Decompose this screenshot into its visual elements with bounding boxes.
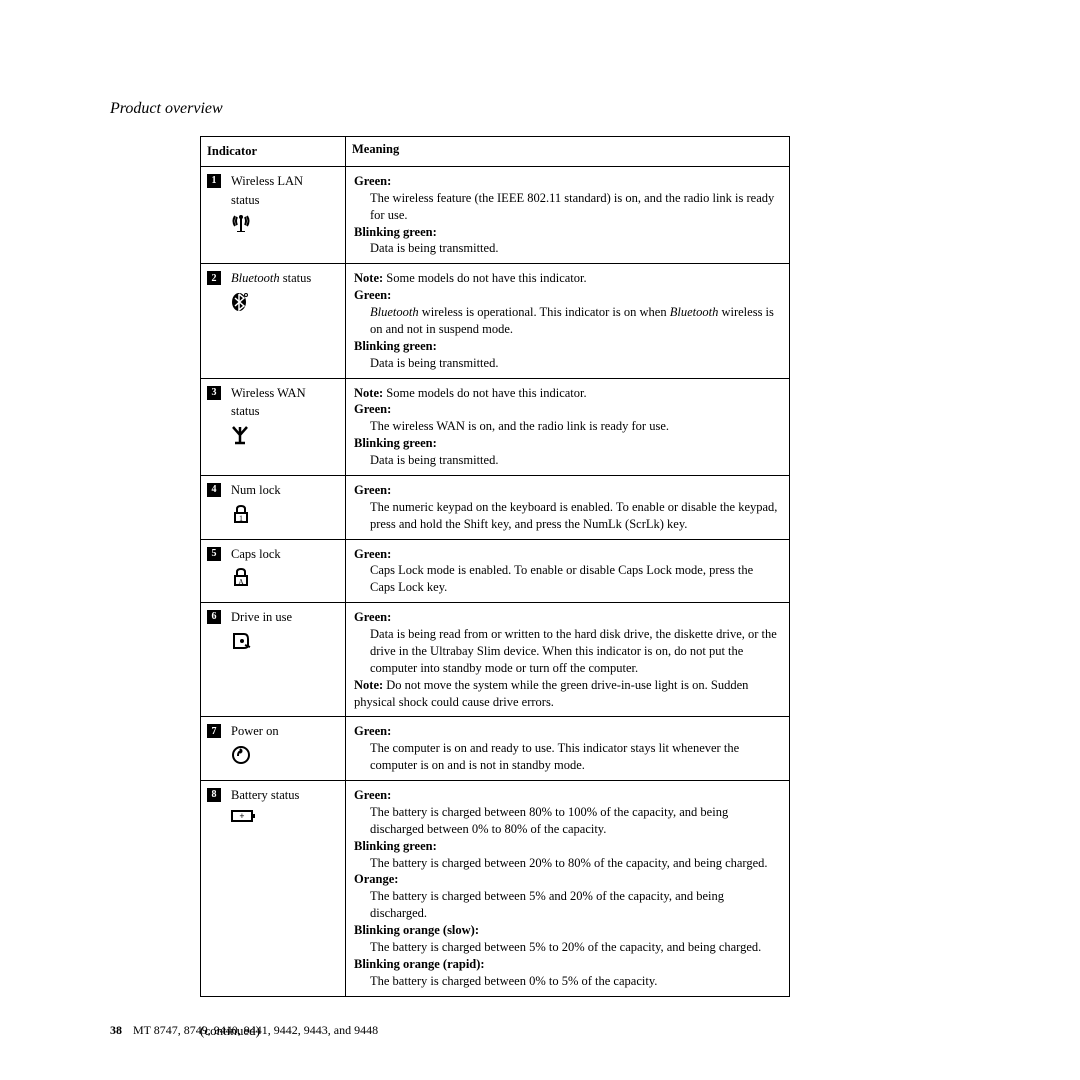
meaning-cell: Green:Data is being read from or written… — [346, 603, 790, 717]
meaning-cell: Green:The battery is charged between 80%… — [346, 781, 790, 997]
meaning-cell: Note: Some models do not have this indic… — [346, 264, 790, 378]
indicator-cell: 5 Caps lock A — [201, 539, 346, 603]
meaning-term: Blinking green: — [354, 838, 781, 855]
row-number-badge: 6 — [207, 610, 221, 624]
meaning-term: Blinking orange (slow): — [354, 922, 781, 939]
row-number-badge: 7 — [207, 724, 221, 738]
note-line: Note: Some models do not have this indic… — [354, 385, 781, 402]
meaning-term: Blinking green: — [354, 338, 781, 355]
meaning-term: Green: — [354, 401, 781, 418]
meaning-desc: The battery is charged between 80% to 10… — [370, 804, 781, 838]
table-row: 3 Wireless WANstatus Note: Some models do … — [201, 378, 790, 475]
meaning-term: Green: — [354, 723, 781, 740]
meaning-desc: The wireless WAN is on, and the radio li… — [370, 418, 781, 435]
meaning-cell: Note: Some models do not have this indic… — [346, 378, 790, 475]
meaning-desc: The battery is charged between 20% to 80… — [370, 855, 781, 872]
table-row: 7 Power on Green:The computer is on and re… — [201, 717, 790, 781]
indicator-cell: 1 Wireless LAN status — [201, 166, 346, 263]
meaning-term: Blinking orange (rapid): — [354, 956, 781, 973]
power-icon — [231, 745, 279, 770]
meaning-desc: Caps Lock mode is enabled. To enable or … — [370, 562, 781, 596]
indicator-label: Caps lock — [231, 546, 281, 563]
battery-icon: + — [231, 809, 299, 828]
th-meaning: Meaning — [346, 137, 790, 167]
indicator-table: Indicator Meaning 1 Wireless LAN status Gre… — [200, 136, 790, 997]
wlan-icon — [231, 214, 303, 237]
bluetooth-icon — [231, 292, 311, 317]
row-number-badge: 8 — [207, 788, 221, 802]
table-row: 8Battery status+Green:The battery is cha… — [201, 781, 790, 997]
meaning-desc: The computer is on and ready to use. Thi… — [370, 740, 781, 774]
meaning-desc: The battery is charged between 0% to 5% … — [370, 973, 781, 990]
indicator-label: Battery status — [231, 787, 299, 804]
section-title: Product overview — [110, 100, 920, 118]
indicator-cell: 8 Battery status + — [201, 781, 346, 997]
indicator-cell: 2 Bluetooth status — [201, 264, 346, 378]
indicator-label: Wireless WAN — [231, 385, 306, 402]
meaning-term: Green: — [354, 609, 781, 626]
svg-text:+: + — [239, 811, 244, 821]
meaning-desc: Data is being transmitted. — [370, 240, 781, 257]
wwan-icon — [231, 425, 306, 450]
meaning-cell: Green:The numeric keypad on the keyboard… — [346, 475, 790, 539]
footer-text: MT 8747, 8749, 9440, 9441, 9442, 9443, a… — [133, 1023, 378, 1037]
meaning-term: Green: — [354, 173, 781, 190]
capslock-icon: A — [231, 567, 281, 592]
table-row: 6 Drive in use Green:Data is being read fr… — [201, 603, 790, 717]
row-number-badge: 1 — [207, 174, 221, 188]
meaning-desc: Data is being read from or written to th… — [370, 626, 781, 677]
meaning-cell: Green:Caps Lock mode is enabled. To enab… — [346, 539, 790, 603]
svg-text:1: 1 — [239, 514, 243, 523]
row-number-badge: 5 — [207, 547, 221, 561]
note-line: Note: Some models do not have this indic… — [354, 270, 781, 287]
table-row: 2 Bluetooth status Note: Some models do no… — [201, 264, 790, 378]
meaning-desc: The battery is charged between 5% and 20… — [370, 888, 781, 922]
svg-text:A: A — [238, 578, 243, 586]
th-indicator: Indicator — [201, 137, 346, 167]
indicator-label: Num lock — [231, 482, 281, 499]
meaning-desc: Data is being transmitted. — [370, 452, 781, 469]
table-row: 1 Wireless LAN status Green:The wireless fe… — [201, 166, 790, 263]
meaning-desc: Bluetooth wireless is operational. This … — [370, 304, 781, 338]
table-row: 5 Caps lock A Green:Caps Lock mode is enabl… — [201, 539, 790, 603]
indicator-cell: 6 Drive in use — [201, 603, 346, 717]
meaning-cell: Green:The wireless feature (the IEEE 802… — [346, 166, 790, 263]
meaning-cell: Green:The computer is on and ready to us… — [346, 717, 790, 781]
indicator-label-2: status — [231, 192, 303, 209]
meaning-desc: The wireless feature (the IEEE 802.11 st… — [370, 190, 781, 224]
meaning-term: Blinking green: — [354, 224, 781, 241]
numlock-icon: 1 — [231, 504, 281, 529]
indicator-label: Drive in use — [231, 609, 292, 626]
meaning-term: Green: — [354, 287, 781, 304]
page-number: 38 — [110, 1023, 122, 1037]
indicator-label: Power on — [231, 723, 279, 740]
row-number-badge: 3 — [207, 386, 221, 400]
meaning-desc: Data is being transmitted. — [370, 355, 781, 372]
table-row: 4 Num lock 1 Green:The numeric keypad on th… — [201, 475, 790, 539]
indicator-cell: 7 Power on — [201, 717, 346, 781]
indicator-label: Wireless LAN — [231, 173, 303, 190]
meaning-desc: The numeric keypad on the keyboard is en… — [370, 499, 781, 533]
meaning-desc: The battery is charged between 5% to 20%… — [370, 939, 781, 956]
note-after: Note: Do not move the system while the g… — [354, 677, 781, 711]
row-number-badge: 4 — [207, 483, 221, 497]
meaning-term: Green: — [354, 546, 781, 563]
indicator-cell: 4 Num lock 1 — [201, 475, 346, 539]
indicator-label-after: status — [280, 271, 312, 285]
indicator-cell: 3 Wireless WANstatus — [201, 378, 346, 475]
indicator-label-italic: Bluetooth — [231, 271, 280, 285]
row-number-badge: 2 — [207, 271, 221, 285]
meaning-term: Green: — [354, 787, 781, 804]
indicator-label-2: status — [231, 403, 306, 420]
meaning-term: Orange: — [354, 871, 781, 888]
meaning-term: Green: — [354, 482, 781, 499]
meaning-term: Blinking green: — [354, 435, 781, 452]
drive-icon — [231, 631, 292, 656]
page-footer: 38 MT 8747, 8749, 9440, 9441, 9442, 9443… — [110, 1023, 378, 1038]
